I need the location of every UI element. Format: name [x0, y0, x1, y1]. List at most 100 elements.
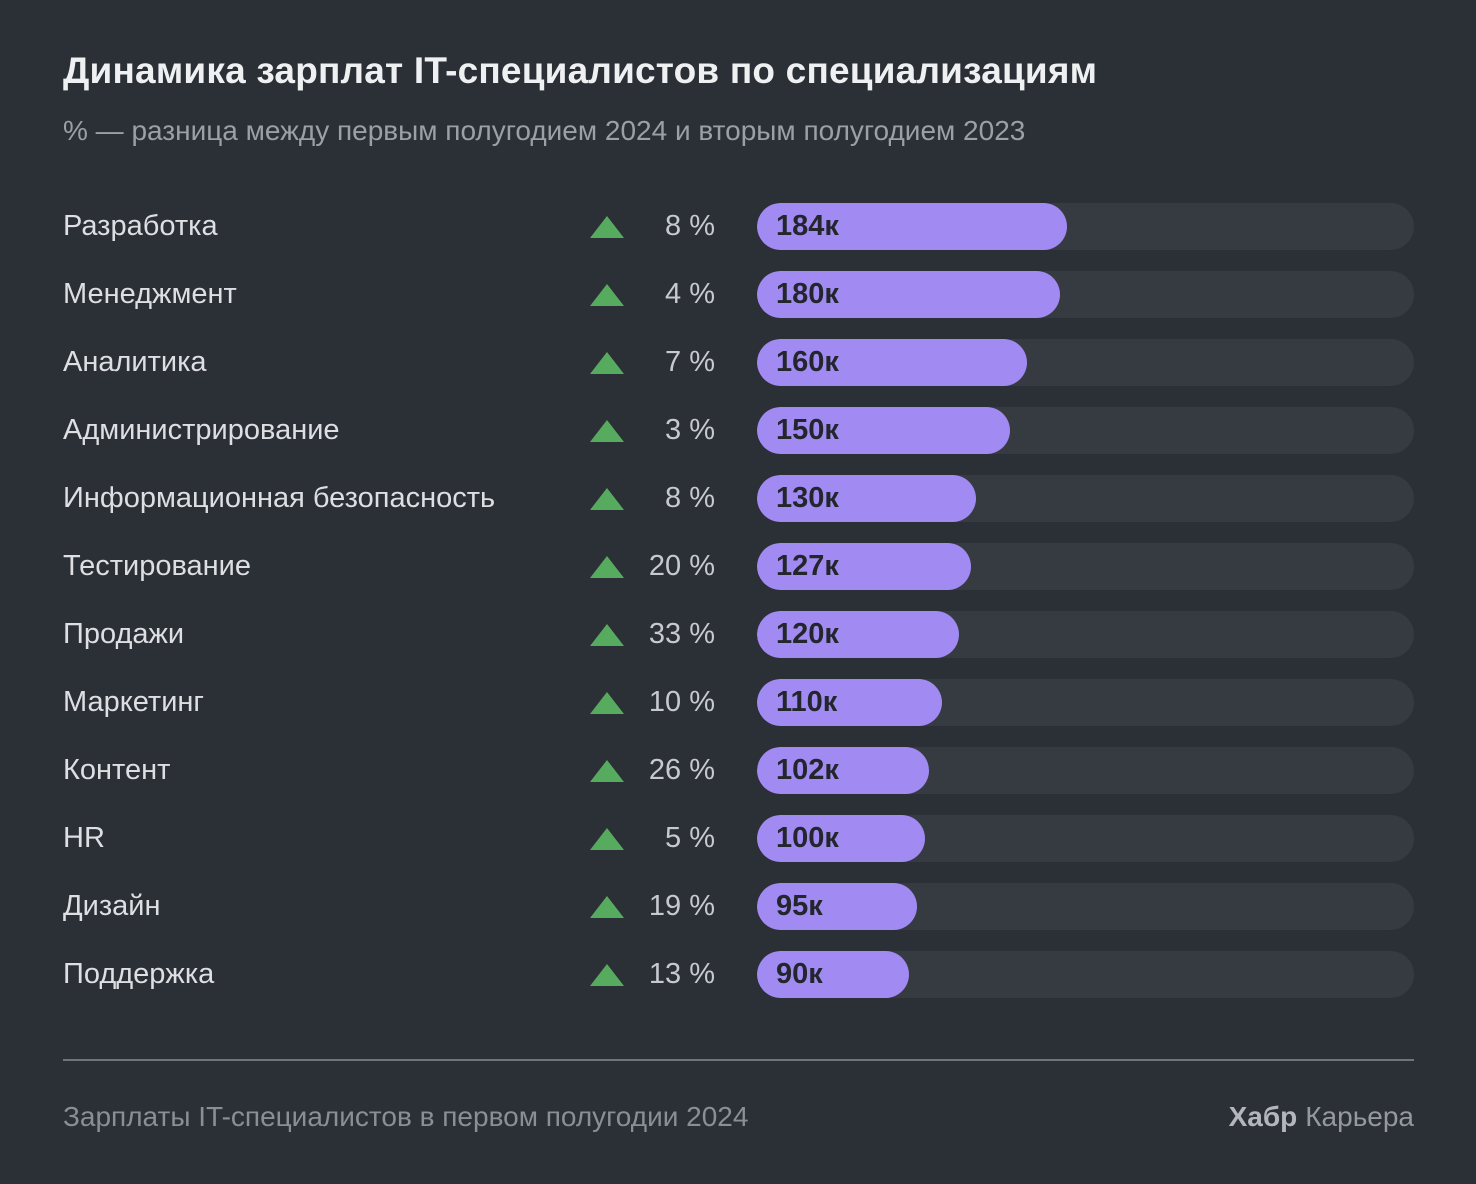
- bar-track: 184к: [757, 203, 1414, 251]
- bar-fill: 184к: [757, 203, 1067, 251]
- category-label: Менеджмент: [63, 278, 237, 311]
- arrow-up-icon: [590, 555, 624, 578]
- change-indicator: 26 %: [590, 754, 715, 787]
- bar-area: 127к: [757, 543, 1414, 591]
- bar-value-label: 120к: [776, 618, 839, 651]
- category-label: Дизайн: [63, 890, 161, 923]
- bar-track: 120к: [757, 611, 1414, 659]
- percent-change-label: 7 %: [665, 346, 715, 379]
- change-indicator: 10 %: [590, 686, 715, 719]
- change-indicator: 33 %: [590, 618, 715, 651]
- percent-change-label: 13 %: [648, 958, 715, 991]
- bar-fill: 90к: [757, 951, 909, 999]
- bar-track: 100к: [757, 815, 1414, 863]
- percent-change-label: 3 %: [665, 414, 715, 447]
- bar-fill: 110к: [757, 679, 943, 727]
- brand-name-bold: Хабр: [1228, 1100, 1298, 1132]
- bar-track: 130к: [757, 475, 1414, 523]
- bar-value-label: 95к: [776, 890, 823, 923]
- chart-row: Контент 26 % 102к: [63, 737, 1414, 805]
- bar-area: 150к: [757, 407, 1414, 455]
- bar-value-label: 90к: [776, 958, 823, 991]
- bar-area: 102к: [757, 747, 1414, 795]
- arrow-up-icon: [590, 963, 624, 986]
- bar-fill: 150к: [757, 407, 1010, 455]
- bar-area: 120к: [757, 611, 1414, 659]
- chart-row: HR 5 % 100к: [63, 805, 1414, 873]
- bar-fill: 130к: [757, 475, 976, 523]
- arrow-up-icon: [590, 827, 624, 850]
- change-indicator: 19 %: [590, 890, 715, 923]
- chart-rows: Разработка 8 % 184к Менеджмент 4 % 180к: [63, 193, 1414, 1009]
- chart-row: Маркетинг 10 % 110к: [63, 669, 1414, 737]
- arrow-up-icon: [590, 215, 624, 238]
- percent-change-label: 26 %: [648, 754, 715, 787]
- bar-track: 127к: [757, 543, 1414, 591]
- brand-name-regular: Карьера: [1305, 1100, 1414, 1132]
- category-label: HR: [63, 822, 105, 855]
- percent-change-label: 4 %: [665, 278, 715, 311]
- bar-track: 90к: [757, 951, 1414, 999]
- chart-row: Продажи 33 % 120к: [63, 601, 1414, 669]
- bar-value-label: 184к: [776, 210, 839, 243]
- category-label: Продажи: [63, 618, 185, 651]
- bar-fill: 95к: [757, 883, 918, 931]
- bar-area: 130к: [757, 475, 1414, 523]
- bar-value-label: 100к: [776, 822, 839, 855]
- category-label: Администрирование: [63, 414, 340, 447]
- percent-change-label: 19 %: [648, 890, 715, 923]
- category-label: Контент: [63, 754, 171, 787]
- page-subtitle: % — разница между первым полугодием 2024…: [63, 114, 1026, 146]
- bar-area: 100к: [757, 815, 1414, 863]
- bar-area: 184к: [757, 203, 1414, 251]
- footer-divider: [63, 1058, 1414, 1061]
- arrow-up-icon: [590, 691, 624, 714]
- arrow-up-icon: [590, 895, 624, 918]
- change-indicator: 7 %: [590, 346, 715, 379]
- arrow-up-icon: [590, 351, 624, 374]
- bar-fill: 160к: [757, 339, 1027, 387]
- bar-area: 110к: [757, 679, 1414, 727]
- change-indicator: 8 %: [590, 210, 715, 243]
- bar-value-label: 130к: [776, 482, 839, 515]
- bar-track: 95к: [757, 883, 1414, 931]
- bar-area: 90к: [757, 951, 1414, 999]
- bar-value-label: 110к: [776, 686, 838, 719]
- footer: Зарплаты IT-специалистов в первом полуго…: [63, 1101, 1414, 1133]
- chart-row: Тестирование 20 % 127к: [63, 533, 1414, 601]
- bar-area: 160к: [757, 339, 1414, 387]
- bar-fill: 127к: [757, 543, 971, 591]
- bar-track: 110к: [757, 679, 1414, 727]
- percent-change-label: 5 %: [665, 822, 715, 855]
- bar-value-label: 150к: [776, 414, 839, 447]
- change-indicator: 5 %: [590, 822, 715, 855]
- arrow-up-icon: [590, 487, 624, 510]
- page-title: Динамика зарплат IT-специалистов по спец…: [63, 50, 1098, 91]
- bar-track: 102к: [757, 747, 1414, 795]
- change-indicator: 4 %: [590, 278, 715, 311]
- arrow-up-icon: [590, 419, 624, 442]
- chart-row: Администрирование 3 % 150к: [63, 397, 1414, 465]
- bar-fill: 120к: [757, 611, 960, 659]
- arrow-up-icon: [590, 759, 624, 782]
- arrow-up-icon: [590, 283, 624, 306]
- bar-track: 160к: [757, 339, 1414, 387]
- chart-row: Аналитика 7 % 160к: [63, 329, 1414, 397]
- category-label: Информационная безопасность: [63, 482, 496, 515]
- bar-value-label: 102к: [776, 754, 839, 787]
- bar-area: 95к: [757, 883, 1414, 931]
- change-indicator: 13 %: [590, 958, 715, 991]
- bar-value-label: 180к: [776, 278, 839, 311]
- chart-row: Дизайн 19 % 95к: [63, 873, 1414, 941]
- arrow-up-icon: [590, 623, 624, 646]
- category-label: Маркетинг: [63, 686, 204, 719]
- category-label: Разработка: [63, 210, 218, 243]
- category-label: Поддержка: [63, 958, 215, 991]
- percent-change-label: 20 %: [648, 550, 715, 583]
- bar-track: 150к: [757, 407, 1414, 455]
- category-label: Тестирование: [63, 550, 252, 583]
- bar-fill: 100к: [757, 815, 926, 863]
- percent-change-label: 10 %: [648, 686, 715, 719]
- percent-change-label: 33 %: [648, 618, 715, 651]
- percent-change-label: 8 %: [665, 482, 715, 515]
